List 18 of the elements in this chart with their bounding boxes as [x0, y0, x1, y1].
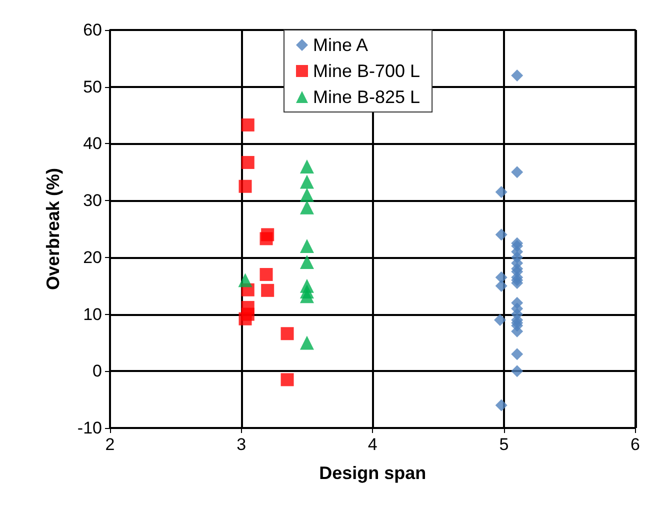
y-tick-label: -10 [77, 418, 102, 438]
legend-label: Mine B-825 L [313, 87, 420, 107]
y-tick-label: 10 [83, 304, 102, 324]
y-tick-label: 30 [83, 191, 102, 210]
y-tick-label: 40 [83, 134, 102, 154]
x-tick-label: 6 [630, 435, 640, 454]
y-tick-label: 20 [83, 248, 102, 267]
x-tick-label: 5 [499, 435, 509, 454]
x-tick-label: 2 [105, 435, 115, 454]
x-axis-title: Design span [319, 463, 426, 483]
y-tick-label: 60 [83, 20, 102, 40]
y-tick-label: 0 [92, 362, 102, 381]
legend-label: Mine A [313, 35, 368, 55]
y-axis-title: Overbreak (%) [43, 168, 63, 290]
y-tick-label: 50 [83, 77, 102, 96]
x-tick-label: 4 [368, 435, 378, 454]
legend-label: Mine B-700 L [313, 61, 420, 81]
x-tick-label: 3 [236, 435, 246, 454]
